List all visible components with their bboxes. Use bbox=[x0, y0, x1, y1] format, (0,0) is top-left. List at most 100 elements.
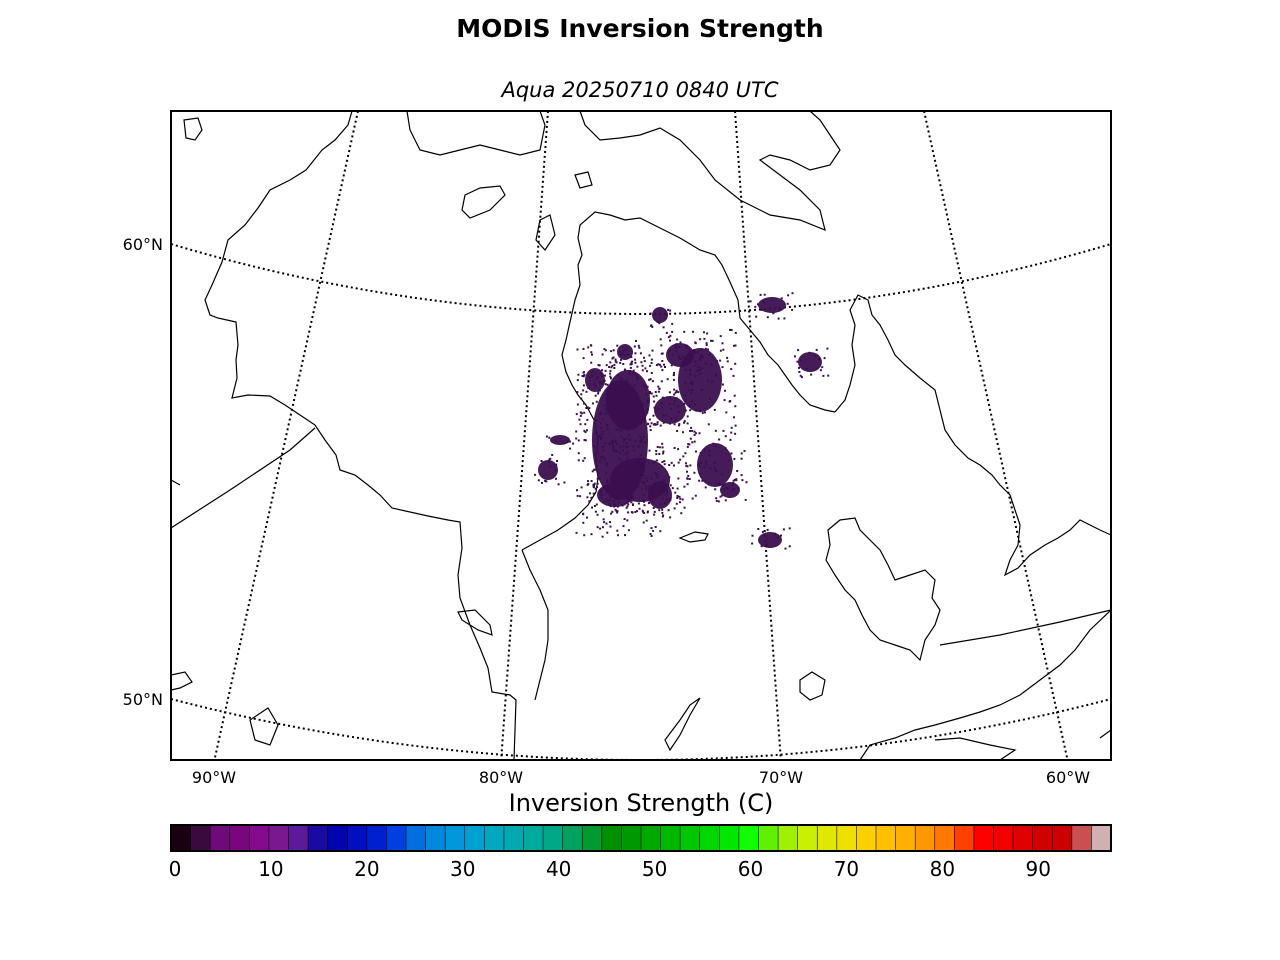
colorbar-swatch bbox=[464, 825, 485, 851]
inversion-pixel bbox=[650, 358, 653, 361]
inversion-pixel bbox=[624, 475, 627, 478]
inversion-pixel bbox=[593, 445, 596, 448]
inversion-pixel bbox=[613, 363, 616, 366]
parallel-60n bbox=[171, 243, 1111, 315]
inversion-pixel bbox=[650, 477, 653, 480]
inversion-pixel bbox=[593, 482, 596, 485]
inversion-pixel bbox=[760, 545, 763, 548]
inversion-pixel bbox=[626, 353, 629, 356]
inversion-pixel bbox=[763, 293, 766, 296]
inversion-pixel bbox=[699, 368, 702, 371]
inversion-pixel bbox=[596, 486, 599, 489]
inversion-pixel bbox=[800, 359, 803, 362]
inversion-pixel bbox=[614, 449, 617, 452]
inversion-pixel bbox=[563, 481, 566, 484]
inversion-pixel bbox=[706, 332, 709, 335]
inversion-pixel bbox=[675, 389, 678, 392]
inversion-pixel bbox=[643, 483, 646, 486]
inversion-pixel bbox=[628, 438, 631, 441]
inversion-pixel bbox=[700, 461, 702, 464]
inversion-pixel bbox=[537, 479, 540, 482]
inversion-pixel bbox=[651, 380, 654, 383]
inversion-pixel bbox=[655, 450, 658, 452]
inversion-pixel bbox=[712, 442, 715, 445]
inversion-pixel bbox=[699, 452, 702, 454]
inversion-pixel bbox=[609, 391, 612, 394]
inversion-pixel bbox=[672, 378, 675, 381]
lon-label-70w: 70°W bbox=[759, 768, 803, 787]
inversion-pixel bbox=[610, 512, 613, 515]
colorbar-tick-label: 20 bbox=[354, 857, 379, 881]
meridian-70w bbox=[734, 111, 782, 760]
inversion-pixel bbox=[713, 467, 716, 470]
inversion-pixel bbox=[610, 377, 612, 380]
inversion-pixel bbox=[652, 507, 655, 509]
inversion-pixel bbox=[780, 534, 782, 537]
inversion-pixel bbox=[710, 363, 713, 366]
inversion-pixel bbox=[602, 418, 605, 421]
inversion-pixel bbox=[689, 373, 692, 376]
colorbar-swatch bbox=[347, 825, 368, 851]
inversion-pixel bbox=[718, 482, 721, 485]
inversion-pixel bbox=[609, 404, 612, 407]
inversion-pixel bbox=[692, 330, 694, 333]
inversion-pixel bbox=[605, 463, 608, 465]
inversion-pixel bbox=[615, 428, 618, 431]
inversion-pixel bbox=[594, 419, 597, 422]
inversion-pixel bbox=[585, 390, 588, 393]
inversion-pixel bbox=[650, 498, 653, 501]
inversion-pixel bbox=[697, 366, 700, 369]
inversion-pixel bbox=[602, 455, 605, 458]
inversion-pixel bbox=[688, 443, 691, 446]
inversion-pixel bbox=[636, 376, 639, 379]
inversion-pixel bbox=[576, 379, 579, 382]
inversion-patch bbox=[758, 532, 782, 548]
inversion-pixel bbox=[633, 449, 636, 452]
inversion-pixel bbox=[643, 356, 645, 359]
inversion-pixel bbox=[728, 400, 731, 403]
inversion-pixel bbox=[623, 369, 626, 371]
inversion-pixel bbox=[822, 374, 825, 377]
inversion-pixel bbox=[699, 358, 702, 361]
inversion-pixel bbox=[627, 529, 630, 532]
inversion-pixel bbox=[599, 437, 602, 440]
inversion-pixel bbox=[699, 410, 702, 413]
inversion-pixel bbox=[650, 491, 653, 494]
inversion-pixel bbox=[616, 443, 619, 446]
inversion-pixel bbox=[714, 488, 717, 491]
colorbar-swatch bbox=[425, 825, 446, 851]
inversion-pixel bbox=[798, 371, 801, 373]
inversion-pixel bbox=[623, 438, 626, 441]
inversion-pixel bbox=[669, 309, 672, 312]
inversion-pixel bbox=[617, 534, 619, 537]
inversion-pixel bbox=[691, 429, 694, 432]
colorbar-swatch bbox=[973, 825, 994, 851]
inversion-pixel bbox=[621, 504, 624, 507]
inversion-pixel bbox=[663, 363, 665, 366]
inversion-pixel bbox=[730, 368, 733, 371]
inversion-pixel bbox=[703, 448, 706, 451]
inversion-pixel bbox=[707, 348, 709, 351]
inversion-pixel bbox=[668, 476, 671, 479]
inversion-pixel bbox=[675, 343, 678, 346]
inversion-pixel bbox=[582, 371, 585, 374]
inversion-pixel bbox=[661, 446, 664, 449]
inversion-pixel bbox=[638, 445, 641, 448]
inversion-pixel bbox=[724, 447, 727, 450]
inversion-pixel bbox=[657, 490, 660, 492]
inversion-pixel bbox=[582, 375, 585, 378]
inversion-pixel bbox=[627, 511, 630, 514]
inversion-pixel bbox=[630, 482, 633, 485]
inversion-pixel bbox=[620, 358, 622, 361]
inversion-pixel bbox=[693, 440, 696, 443]
inversion-pixel bbox=[617, 390, 620, 393]
inversion-pixel bbox=[548, 458, 551, 461]
inversion-pixel bbox=[610, 350, 613, 353]
inversion-pixel bbox=[689, 409, 692, 412]
inversion-pixel bbox=[677, 461, 680, 464]
inversion-pixel bbox=[682, 431, 684, 434]
colorbar-swatch bbox=[366, 825, 387, 851]
colorbar-swatch bbox=[817, 825, 838, 851]
inversion-pixel bbox=[594, 510, 597, 513]
inversion-pixel bbox=[766, 537, 769, 540]
